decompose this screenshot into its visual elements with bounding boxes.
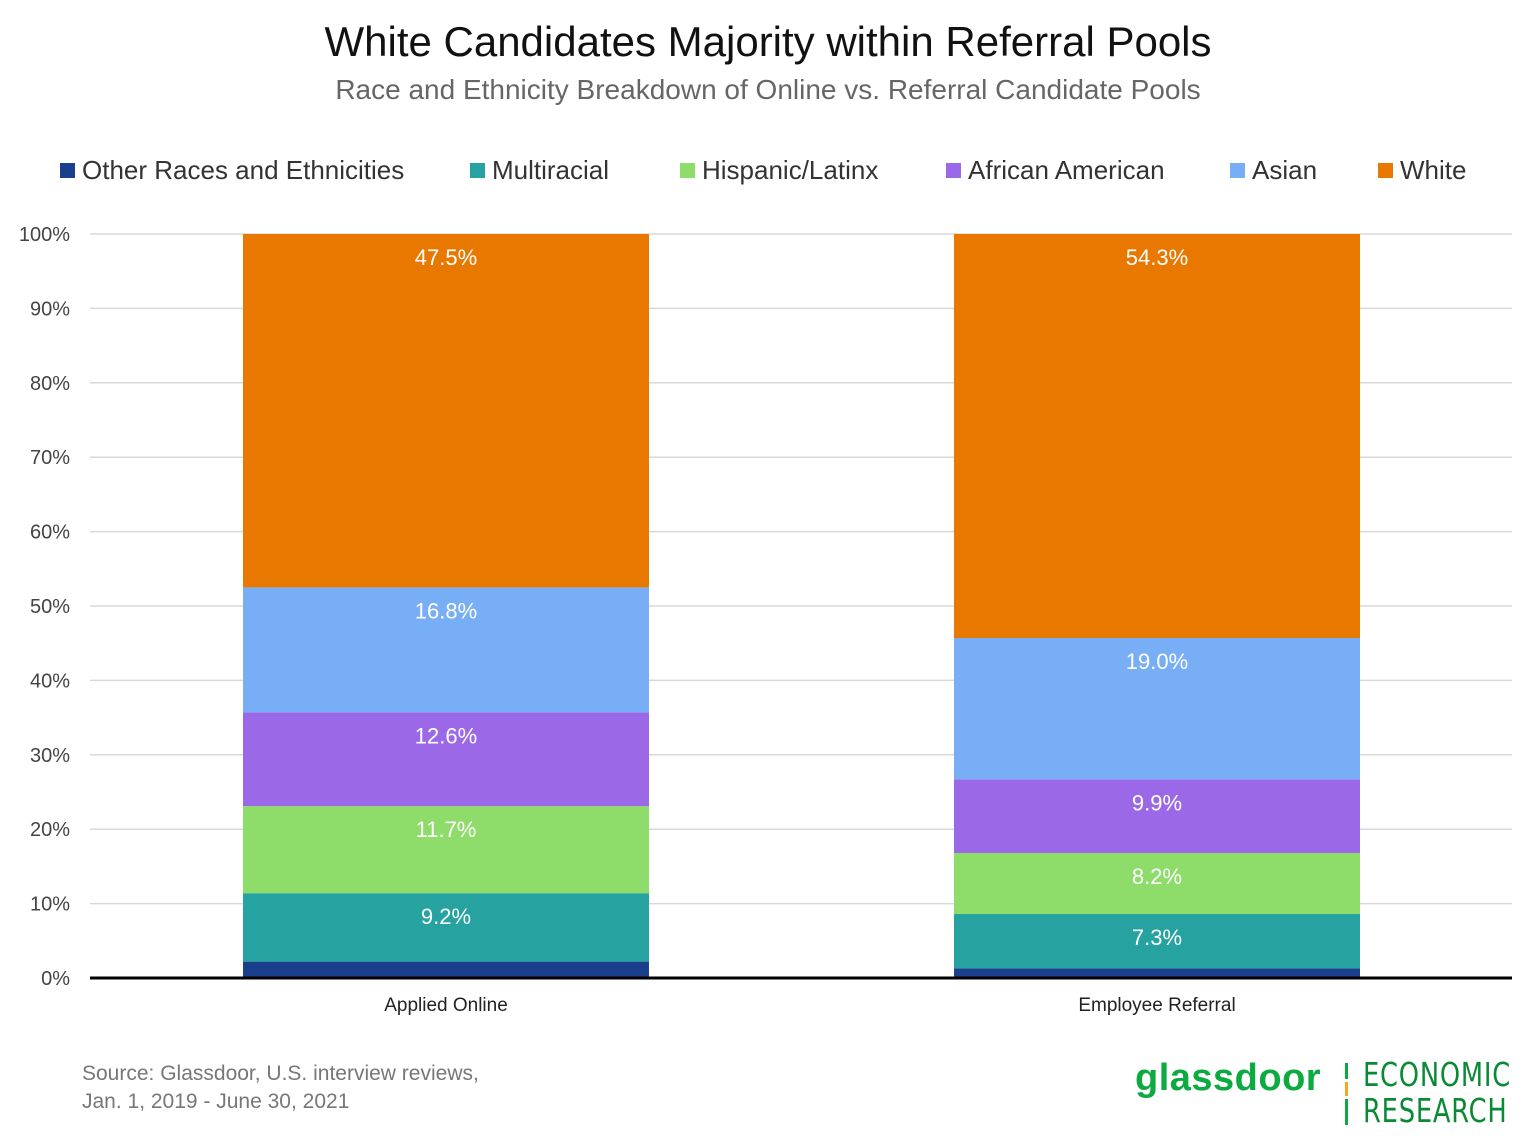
- y-tick-label: 100%: [19, 224, 70, 246]
- legend-swatch: [60, 162, 75, 178]
- legend-label: White: [1400, 154, 1467, 185]
- data-label: 12.6%: [415, 723, 477, 748]
- legend-label: Hispanic/Latinx: [702, 154, 879, 185]
- source-note: Source: Glassdoor, U.S. interview review…: [82, 1060, 479, 1116]
- bar-segment: [954, 968, 1360, 978]
- y-tick-label: 50%: [30, 596, 70, 618]
- legend-item: Asian: [1230, 150, 1317, 190]
- bar-segment: [243, 893, 649, 962]
- legend-label: Asian: [1252, 154, 1318, 185]
- source-line-2: Jan. 1, 2019 - June 30, 2021: [82, 1090, 350, 1113]
- data-label: 19.0%: [1126, 649, 1188, 674]
- legend-item: Hispanic/Latinx: [680, 150, 878, 190]
- legend-swatch: [946, 162, 961, 178]
- legend-item: White: [1378, 150, 1466, 190]
- logo-econ-line-1: ECONOMIC: [1363, 1055, 1512, 1094]
- y-tick-label: 40%: [30, 670, 70, 692]
- y-tick-label: 10%: [30, 894, 70, 916]
- data-label: 47.5%: [415, 245, 477, 270]
- data-label: 7.3%: [1132, 925, 1182, 950]
- bar-segment: [954, 914, 1360, 969]
- y-tick-label: 60%: [30, 522, 70, 544]
- data-label: 8.2%: [1132, 864, 1182, 889]
- bar-segment: [243, 806, 649, 894]
- data-label: 9.2%: [421, 904, 471, 929]
- source-line-1: Source: Glassdoor, U.S. interview review…: [82, 1062, 479, 1085]
- bar-segment: [954, 779, 1360, 854]
- legend-label: African American: [968, 154, 1165, 185]
- plot-area: 0% 10% 20% 30% 40% 50% 60% 70% 80% 90% 100% 9.2% 11.…: [19, 224, 1512, 1016]
- logo-econ-line-2: RESEARCH: [1363, 1091, 1508, 1130]
- bar-segment: [243, 587, 649, 713]
- data-label: 16.8%: [415, 598, 477, 623]
- data-label: 9.9%: [1132, 790, 1182, 815]
- legend: Other Races and Ethnicities Multiracial Hi…: [60, 150, 1500, 190]
- logo-divider: [1345, 1063, 1348, 1125]
- y-tick-label: 70%: [30, 447, 70, 469]
- chart-subtitle: Race and Ethnicity Breakdown of Online v…: [335, 74, 1201, 105]
- legend-item: Multiracial: [470, 150, 609, 190]
- data-label: 11.7%: [416, 817, 477, 842]
- legend-item: African American: [946, 150, 1165, 190]
- legend-swatch: [1230, 162, 1245, 178]
- legend-swatch: [1378, 162, 1393, 178]
- bar-segment: [243, 234, 649, 588]
- y-tick-label: 20%: [30, 819, 70, 841]
- legend-label: Other Races and Ethnicities: [82, 154, 405, 185]
- legend-item: Other Races and Ethnicities: [60, 150, 404, 190]
- bar-segment: [954, 853, 1360, 915]
- legend-swatch: [470, 162, 485, 178]
- y-tick-label: 30%: [30, 745, 70, 767]
- y-tick-label: 90%: [30, 298, 70, 320]
- y-tick-label: 80%: [30, 373, 70, 395]
- bar-segment: [243, 712, 649, 807]
- data-label: 54.3%: [1126, 245, 1188, 270]
- logo-brand: glassdoor: [1135, 1057, 1322, 1099]
- x-tick-label: Employee Referral: [1078, 995, 1235, 1016]
- x-tick-label: Applied Online: [384, 995, 508, 1016]
- logo-economic-research: ECONOMIC RESEARCH: [1363, 1057, 1511, 1129]
- chart-title: White Candidates Majority within Referra…: [324, 18, 1212, 65]
- glassdoor-economic-research-logo: glassdoor ECONOMIC RESEARCH: [1135, 1055, 1525, 1130]
- legend-label: Multiracial: [492, 154, 610, 185]
- legend-swatch: [680, 162, 695, 178]
- bar-segment: [243, 961, 649, 978]
- bar-segment: [954, 234, 1360, 638]
- y-tick-label: 0%: [41, 968, 70, 990]
- bar-segment: [954, 637, 1360, 780]
